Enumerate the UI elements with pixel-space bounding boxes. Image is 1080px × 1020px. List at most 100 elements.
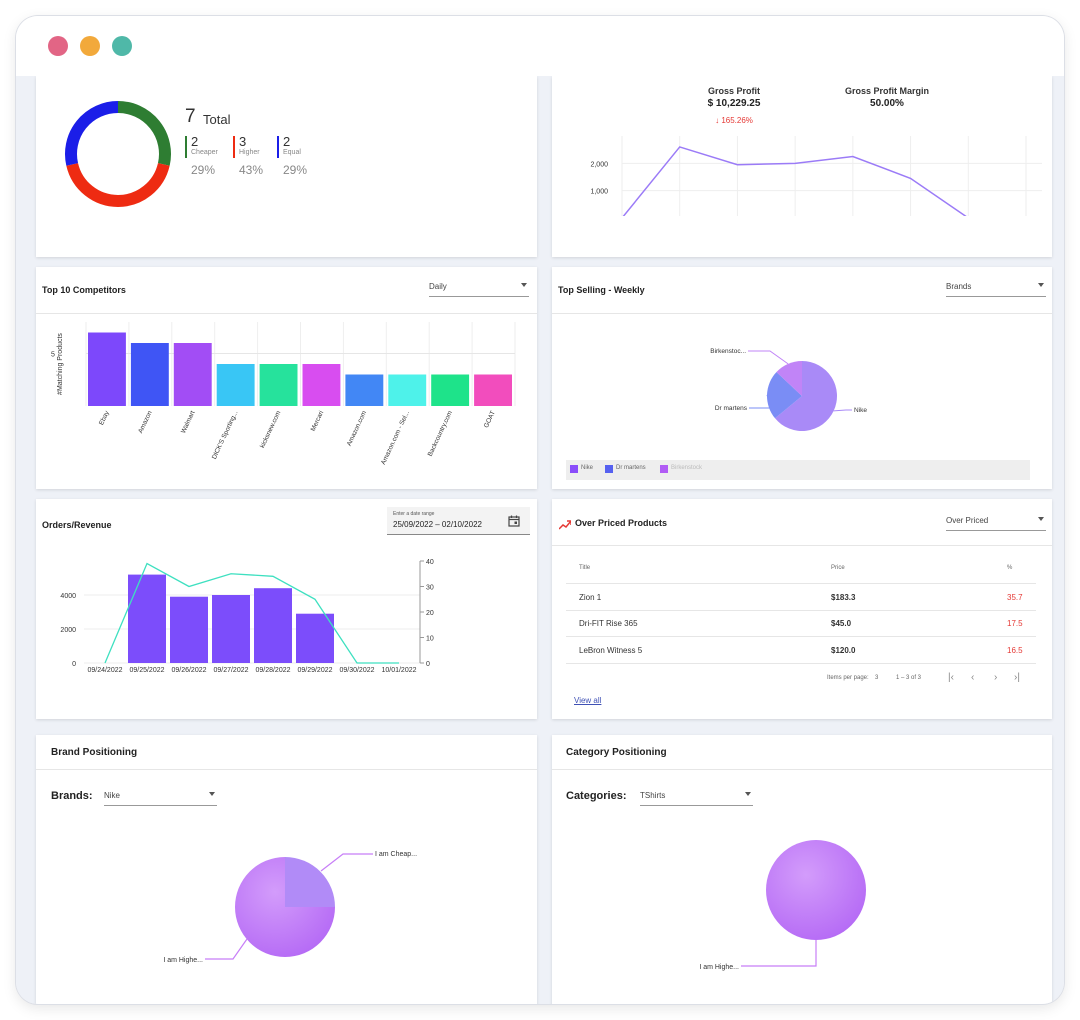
- x-tick-label: Mercari: [310, 410, 326, 433]
- divider: [552, 769, 1052, 770]
- divider: [566, 610, 1036, 611]
- x-tick-label: 10/01/2022: [381, 667, 416, 674]
- x-tick-label: 09/25/2022: [129, 667, 164, 674]
- view-all-link[interactable]: View all: [574, 696, 602, 705]
- x-tick-label: 09/26/2022: [171, 667, 206, 674]
- category-select[interactable]: TShirts: [640, 788, 753, 806]
- x-tick-label: kicksnew.com: [259, 410, 282, 449]
- y-tick-label-right: 40: [426, 559, 434, 566]
- stat-equal: 2 Equal: [277, 135, 317, 158]
- pie-slice-label: Nike: [854, 407, 867, 414]
- bar-2: [173, 343, 212, 406]
- stat-cheaper-pct: 29%: [191, 163, 216, 177]
- x-tick-label: 09/24/2022: [87, 667, 122, 674]
- brand-positioning-title: Brand Positioning: [51, 747, 138, 758]
- calendar-icon[interactable]: [508, 515, 520, 527]
- close-window-button[interactable]: [48, 36, 68, 56]
- overpriced-filter-select[interactable]: Over Priced: [946, 513, 1046, 531]
- pie-slice-label: Birkenstoc...: [710, 348, 746, 355]
- brand-select[interactable]: Nike: [104, 788, 217, 806]
- first-page-icon[interactable]: |‹: [948, 672, 954, 683]
- top-competitors-card: Top 10 Competitors Daily 5 #Matching Prod…: [36, 267, 537, 489]
- row-1-price: $183.3: [831, 593, 856, 602]
- overpriced-card: Over Priced Products Over Priced Title P…: [552, 499, 1052, 719]
- divider: [36, 313, 537, 314]
- price-summary-donut: [65, 101, 171, 207]
- date-range-label: Enter a date range: [393, 511, 435, 517]
- y-tick-label-left: 4000: [60, 593, 76, 600]
- divider: [552, 545, 1052, 546]
- row-3-price: $120.0: [831, 646, 856, 655]
- brand-positioning-pie: I am Cheap... I am Highe...: [163, 851, 417, 964]
- col-header-price[interactable]: Price: [831, 565, 845, 571]
- last-page-icon[interactable]: ›|: [1014, 672, 1020, 683]
- pie-label-line: [320, 853, 373, 872]
- row-2-price: $45.0: [831, 619, 852, 628]
- x-tick-label: 09/30/2022: [339, 667, 374, 674]
- donut-slice-cheaper: [117, 101, 171, 166]
- bar-6: [345, 374, 384, 406]
- gross-profit-value: $ 10,229.25: [707, 98, 761, 109]
- row-3-pct: 16.5: [1007, 646, 1023, 655]
- next-page-icon[interactable]: ›: [994, 672, 998, 683]
- date-range-value: 25/09/2022 – 02/10/2022: [393, 520, 482, 529]
- row-1-title: Zion 1: [579, 593, 602, 602]
- y-tick-label-right: 30: [426, 585, 434, 592]
- items-per-page-value[interactable]: 3: [875, 675, 879, 681]
- row-2-pct: 17.5: [1007, 619, 1023, 628]
- title-bar: [16, 16, 1064, 76]
- row-1-pct: 35.7: [1007, 593, 1023, 602]
- trending-up-icon: [559, 520, 571, 530]
- y-tick-label-left: 2000: [60, 627, 76, 634]
- legend-swatch-birkenstock: [660, 465, 668, 473]
- pie-slice-2: [776, 361, 802, 396]
- y-tick-label-right: 0: [426, 661, 430, 668]
- x-tick-label: Amazon: [137, 410, 154, 435]
- legend-label-nike[interactable]: Nike: [581, 465, 594, 471]
- categories-filter-label: Categories:: [566, 790, 627, 802]
- revenue-line: [104, 562, 399, 664]
- col-header-title[interactable]: Title: [579, 565, 591, 571]
- order-bar-2: [170, 596, 208, 663]
- top-selling-group-select[interactable]: Brands: [946, 279, 1046, 297]
- pie-slice-label: I am Highe...: [699, 964, 739, 971]
- bar-8: [431, 374, 470, 406]
- pie-label-line: [205, 938, 248, 960]
- x-tick-label: Walmart: [180, 410, 197, 435]
- chevron-down-icon: [1038, 283, 1044, 287]
- x-tick-label: 09/28/2022: [255, 667, 290, 674]
- divider: [566, 636, 1036, 637]
- maximize-window-button[interactable]: [112, 36, 132, 56]
- stat-equal-label: Equal: [283, 149, 301, 156]
- total-count: 7: [185, 106, 196, 127]
- x-tick-label: DICK'S Sporting...: [211, 410, 240, 461]
- minimize-window-button[interactable]: [80, 36, 100, 56]
- y-tick-label: 1,000: [590, 189, 608, 196]
- gross-profit-card: Gross Profit $ 10,229.25 ↓ 165.26% Gross…: [552, 76, 1052, 257]
- col-header-pct[interactable]: %: [1007, 565, 1013, 571]
- overpriced-filter-value: Over Priced: [946, 516, 989, 525]
- pagination-range: 1 – 3 of 3: [896, 675, 922, 681]
- y-tick-label-left: 0: [72, 661, 76, 668]
- gross-profit-line: [622, 146, 967, 216]
- date-range-field[interactable]: Enter a date range 25/09/2022 – 02/10/20…: [387, 507, 530, 535]
- legend-swatch-nike: [570, 465, 578, 473]
- top-competitors-title: Top 10 Competitors: [42, 285, 126, 295]
- top-selling-group-value: Brands: [946, 282, 972, 291]
- legend-label-birkenstock[interactable]: Birkenstock: [671, 465, 703, 471]
- order-bar-3: [212, 595, 250, 663]
- stat-equal-pct: 29%: [283, 163, 308, 177]
- stat-higher-pct: 43%: [239, 163, 264, 177]
- gross-margin-label: Gross Profit Margin: [844, 86, 929, 96]
- brand-select-value: Nike: [104, 791, 121, 800]
- category-positioning-pie: I am Highe...: [699, 840, 866, 971]
- legend-label-dr-martens[interactable]: Dr martens: [616, 465, 646, 471]
- competitors-period-select[interactable]: Daily: [429, 279, 529, 297]
- prev-page-icon[interactable]: ‹: [971, 672, 975, 683]
- order-bar-5: [296, 613, 334, 663]
- top-selling-pie-chart: Nike Dr martens Birkenstoc...: [710, 348, 867, 431]
- divider: [566, 583, 1036, 584]
- competitors-bar-chart: 5 #Matching Products Ebay Amazon Walmart DICK…: [51, 322, 516, 466]
- x-tick-label: 09/27/2022: [213, 667, 248, 674]
- y-tick-label-right: 10: [426, 636, 434, 643]
